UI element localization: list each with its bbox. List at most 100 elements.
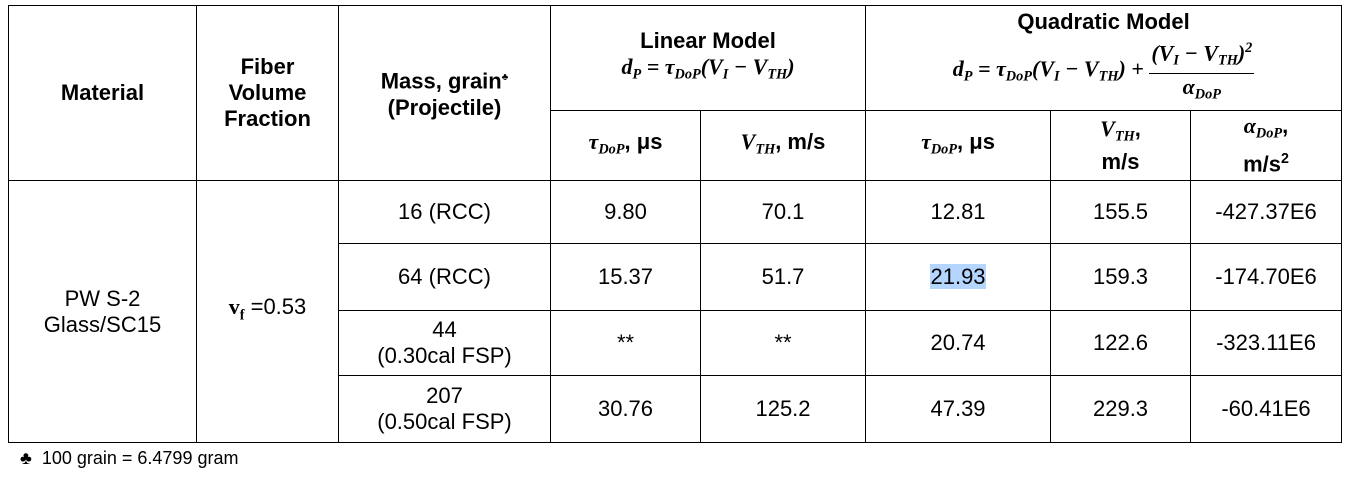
mass-text: 207 [426, 383, 463, 408]
text: ( [700, 54, 709, 80]
table-row: 64 (RCC) 15.37 51.7 21.93 159.3 -174.70E6 [9, 243, 1343, 311]
header-cell: Material [8, 5, 197, 181]
header-cell: Fiber Volume Fraction [196, 5, 339, 181]
material-text: PW S-2 [64, 285, 141, 311]
value-cell: 9.80 [550, 180, 701, 244]
material-cell: PW S-2 Glass/SC15 [8, 180, 197, 443]
header-text: Volume [228, 80, 307, 105]
text: TH [755, 141, 776, 158]
text: ) [1118, 56, 1126, 82]
mass-text: (0.30cal FSP) [377, 343, 512, 368]
text: V [1039, 56, 1054, 82]
text: DoP [1194, 86, 1222, 103]
material-text: Glass/SC15 [43, 311, 162, 337]
text: ) [1237, 39, 1246, 65]
text: 2 [1245, 39, 1253, 56]
text: V [1203, 39, 1218, 65]
table-row: PW S-2 Glass/SC15 vf =0.53 16 (RCC) 9.80 70.1… [8, 180, 1343, 443]
data-table: Material Fiber Volume Fraction Mass, grain… [8, 5, 1343, 443]
value-cell: ** [699, 310, 867, 376]
text: DoP [598, 141, 625, 158]
mass-cell: 64 (RCC) [338, 243, 551, 311]
value-cell: 21.93 [865, 243, 1052, 311]
text: I [722, 66, 729, 83]
text: TH [1114, 128, 1135, 145]
value-cell: 229.3 [1050, 375, 1192, 443]
text: TH [1217, 52, 1238, 69]
text: τ [664, 54, 675, 80]
cell-value: -60.41E6 [1221, 396, 1311, 421]
header-text: Fiber [240, 54, 295, 79]
cell-value: -323.11E6 [1216, 330, 1316, 355]
cell-value: 70.1 [761, 199, 805, 224]
text: τ [996, 56, 1006, 82]
value-cell: 122.6 [1050, 310, 1192, 376]
text: V [1158, 39, 1174, 65]
header-cell: Quadratic Model dP = τDoP(VI − VTH) + (V… [865, 5, 1343, 111]
text: ( [1031, 56, 1040, 82]
value-cell: 12.81 [865, 180, 1052, 244]
cell-value: 20.74 [930, 330, 986, 355]
cell-value: 12.81 [930, 199, 986, 224]
text: P [632, 66, 642, 83]
cell-value: 122.6 [1092, 330, 1149, 355]
cell-value: 51.7 [761, 264, 805, 289]
fiber-cell: vf =0.53 [196, 180, 339, 443]
cell-value: 30.76 [597, 396, 654, 421]
text: , [1282, 113, 1289, 139]
value-cell: -174.70E6 [1190, 243, 1343, 311]
text: τ [588, 128, 599, 154]
table-row: 44 (0.30cal FSP) ** ** 20.74 122.6 -323.11E6 [9, 310, 1343, 376]
text: I [1054, 68, 1060, 85]
text: V [1100, 115, 1115, 141]
text: ( [1151, 39, 1159, 65]
formula: dP = τDoP(VI − VTH) + (VI − VTH)2 αDoP [952, 40, 1255, 102]
value-cell: -60.41E6 [1190, 375, 1343, 443]
mass-text: 64 (RCC) [398, 264, 491, 289]
fiber-subscript: f [239, 307, 245, 324]
text: ) [787, 54, 795, 80]
value-cell: 125.2 [699, 375, 867, 443]
text: DoP [1255, 125, 1283, 142]
text: α [1182, 74, 1195, 100]
value-cell: 51.7 [699, 243, 867, 311]
value-cell: -427.37E6 [1190, 180, 1343, 244]
header-cell: VTH, m/s [1050, 110, 1192, 181]
formula: dP = τDoP(VI − VTH) [621, 54, 795, 82]
text: m/s [1101, 149, 1140, 175]
header-cell: Mass, grain♣ (Projectile) [338, 5, 551, 181]
fiber-symbol: v [228, 294, 240, 320]
mass-cell: 16 (RCC) [338, 180, 551, 244]
cell-value: -174.70E6 [1215, 264, 1317, 289]
cell-value: 125.2 [755, 396, 811, 421]
value-cell: 155.5 [1050, 180, 1192, 244]
text: V [752, 54, 768, 80]
text: + [1125, 56, 1150, 82]
text: = [972, 56, 996, 82]
text: TH [1098, 68, 1119, 85]
text: d [952, 56, 964, 82]
text: V [1083, 56, 1099, 82]
header-text: Material [60, 80, 145, 105]
value-cell: ** [550, 310, 701, 376]
mass-cell: 207 (0.50cal FSP) [338, 375, 551, 443]
text: P [963, 68, 973, 85]
header-cell: Linear Model dP = τDoP(VI − VTH) [549, 5, 867, 111]
text: , μs [624, 128, 663, 154]
footnote-symbol: ♣ [20, 448, 32, 468]
text: , [1134, 115, 1141, 141]
cell-value: ** [774, 330, 792, 355]
text: V [708, 54, 723, 80]
header-cell: VTH, m/s [699, 110, 867, 181]
mass-text: 16 (RCC) [398, 199, 491, 224]
text: V [740, 128, 756, 154]
text: = [641, 54, 665, 80]
text: , μs [957, 128, 995, 154]
cell-value: 15.37 [597, 264, 654, 289]
cell-value: 229.3 [1092, 396, 1149, 421]
header-cell: τDoP, μs [865, 110, 1052, 181]
text: τ [921, 128, 931, 154]
text: d [621, 54, 633, 80]
header-text: Quadratic Model [1017, 8, 1190, 34]
